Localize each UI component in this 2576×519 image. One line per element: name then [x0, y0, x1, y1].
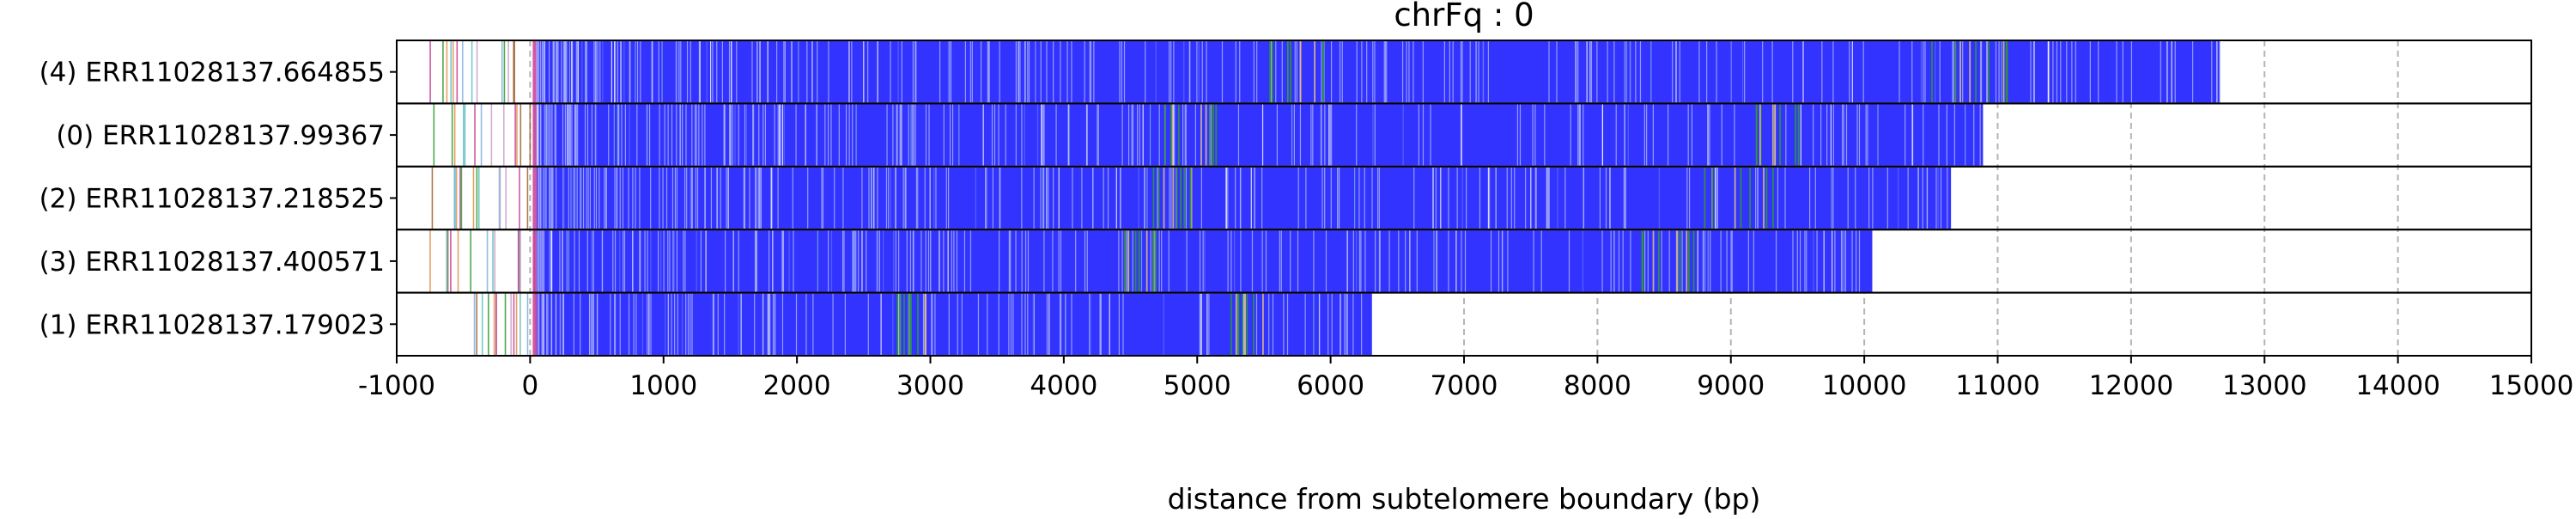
- read-track: [431, 167, 1952, 229]
- chart-title: chrFq : 0: [1394, 0, 1534, 34]
- x-tick-label: 9000: [1697, 370, 1765, 401]
- read-track: [429, 41, 2221, 103]
- x-tick-label: 5000: [1163, 370, 1231, 401]
- boundary-marker: [532, 104, 538, 166]
- x-tick-label: 14000: [2355, 370, 2440, 401]
- x-tick-label: 0: [522, 370, 539, 401]
- x-tick-label: 11000: [1955, 370, 2040, 401]
- x-tick-label: 12000: [2089, 370, 2174, 401]
- read-block: [537, 41, 2221, 103]
- x-tick-label: 2000: [763, 370, 831, 401]
- boundary-marker: [532, 41, 538, 103]
- x-tick-label: 1000: [629, 370, 697, 401]
- read-label: (4) ERR11028137.664855: [39, 58, 385, 89]
- x-tick-label: 3000: [896, 370, 964, 401]
- read-label: (1) ERR11028137.179023: [39, 309, 385, 340]
- x-axis-label: distance from subtelomere boundary (bp): [1168, 482, 1761, 516]
- x-tick-label: 7000: [1431, 370, 1498, 401]
- x-tick-label: 13000: [2222, 370, 2307, 401]
- boundary-marker: [532, 230, 538, 292]
- read-track: [429, 230, 1873, 292]
- x-tick-label: -1000: [358, 370, 435, 401]
- x-tick-label: 4000: [1030, 370, 1097, 401]
- read-label: (2) ERR11028137.218525: [39, 184, 385, 215]
- read-label: (0) ERR11028137.99367: [56, 120, 385, 151]
- read-block: [537, 167, 1952, 229]
- boundary-marker: [532, 167, 538, 229]
- read-block: [537, 293, 1372, 355]
- boundary-marker: [532, 293, 538, 355]
- x-tick-label: 10000: [1822, 370, 1907, 401]
- x-tick-label: 15000: [2489, 370, 2574, 401]
- read-track: [433, 104, 1984, 166]
- read-label: (3) ERR11028137.400571: [39, 247, 385, 278]
- x-tick-label: 6000: [1297, 370, 1364, 401]
- read-track: [473, 293, 1372, 355]
- x-tick-label: 8000: [1564, 370, 1631, 401]
